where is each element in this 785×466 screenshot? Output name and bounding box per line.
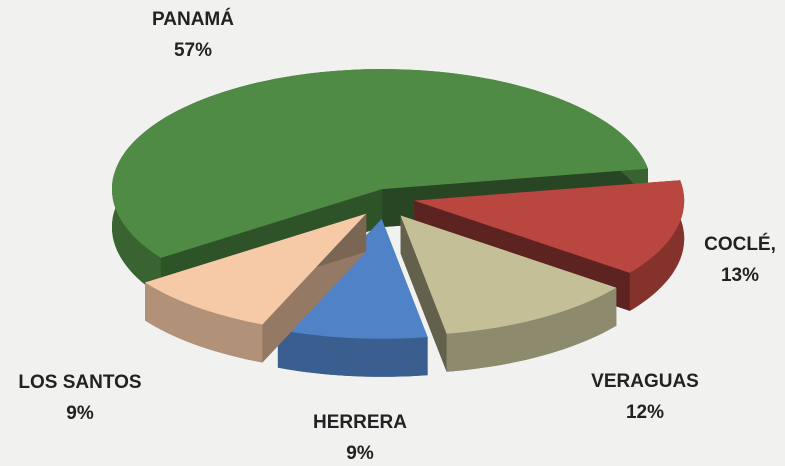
category-label: PANAMÁ	[152, 8, 234, 30]
slice	[145, 213, 367, 363]
slice	[414, 180, 685, 311]
slice-wall	[145, 282, 263, 363]
slice	[400, 215, 617, 372]
value-label: 57%	[174, 40, 212, 61]
slice-top	[277, 218, 428, 339]
slice-wall	[629, 180, 685, 311]
slice-wall	[277, 329, 428, 377]
slice-top	[145, 213, 367, 325]
category-label: VERAGUAS	[591, 371, 699, 392]
slice-side	[400, 215, 447, 372]
category-label: HERRERA	[313, 412, 407, 433]
value-label: 12%	[626, 402, 664, 423]
category-label: LOS SANTOS	[18, 372, 141, 393]
value-label: 9%	[66, 403, 94, 424]
value-label: 13%	[721, 265, 759, 286]
value-label: 9%	[346, 443, 374, 464]
slice-top	[400, 215, 617, 334]
slice-wall	[446, 287, 617, 372]
slice-top	[112, 69, 648, 258]
category-label: COCLÉ,	[704, 233, 776, 255]
slice-top	[414, 180, 685, 273]
